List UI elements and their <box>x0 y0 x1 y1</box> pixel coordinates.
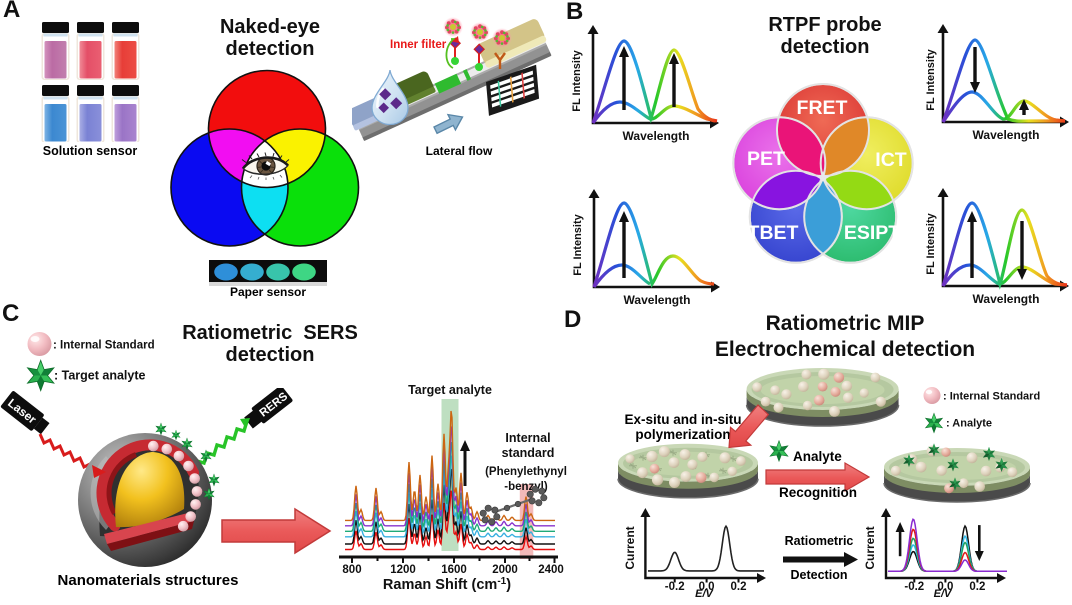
svg-text:Wavelength: Wavelength <box>624 293 691 307</box>
svg-text:: Analyte: : Analyte <box>946 418 992 430</box>
svg-text:FL Intensity: FL Intensity <box>572 213 584 275</box>
svg-text:Current: Current <box>623 526 637 569</box>
svg-text:TBET: TBET <box>748 222 799 244</box>
svg-text:Wavelength: Wavelength <box>623 129 690 143</box>
svg-text:Wavelength: Wavelength <box>973 292 1040 306</box>
svg-text:ICT: ICT <box>875 149 907 171</box>
svg-text:: Internal Standard: : Internal Standard <box>53 340 155 352</box>
svg-text:(Phenylethynyl: (Phenylethynyl <box>485 466 567 478</box>
svg-text:2400: 2400 <box>538 564 564 576</box>
svg-text:Target analyte: Target analyte <box>408 383 492 397</box>
svg-text:2000: 2000 <box>492 564 518 576</box>
svg-text:-0.2: -0.2 <box>665 581 685 593</box>
svg-text:Current: Current <box>863 526 877 569</box>
svg-text:0.2: 0.2 <box>731 581 747 593</box>
svg-text:800: 800 <box>342 564 361 576</box>
svg-text:PET: PET <box>747 148 785 170</box>
svg-text:1200: 1200 <box>390 564 416 576</box>
svg-text:Wavelength: Wavelength <box>973 128 1040 142</box>
svg-text:E/V: E/V <box>934 588 953 600</box>
svg-text:FL Intensity: FL Intensity <box>925 212 937 274</box>
svg-text:E/V: E/V <box>695 588 714 600</box>
svg-text:0.2: 0.2 <box>969 581 985 593</box>
svg-text:FL Intensity: FL Intensity <box>925 48 937 110</box>
svg-text:FL Intensity: FL Intensity <box>571 49 583 111</box>
svg-text:Raman Shift (cm-1): Raman Shift (cm-1) <box>383 576 511 594</box>
svg-text:0.0: 0.0 <box>699 581 715 593</box>
svg-text:FRET: FRET <box>797 97 848 119</box>
svg-text:ESIPT: ESIPT <box>844 222 900 244</box>
svg-text:: Internal Standard: : Internal Standard <box>943 391 1040 403</box>
svg-text:1600: 1600 <box>441 564 467 576</box>
svg-text:standard: standard <box>502 446 555 460</box>
svg-text:Internal: Internal <box>505 431 550 445</box>
svg-text:-0.2: -0.2 <box>904 581 924 593</box>
svg-text:: Target analyte: : Target analyte <box>54 369 146 383</box>
svg-text:0.0: 0.0 <box>937 581 953 593</box>
